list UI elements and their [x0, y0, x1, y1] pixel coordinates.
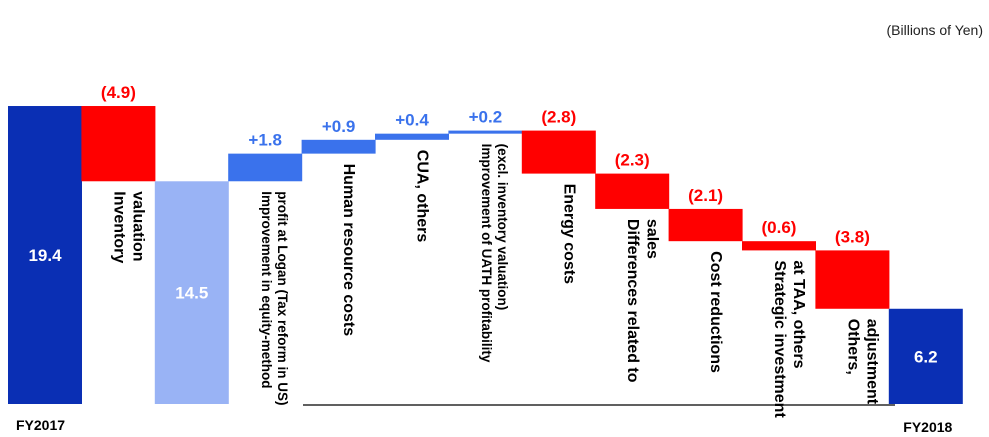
category-label-step-2: Improvement in equity-method: [259, 191, 274, 388]
bar-step-4: [375, 133, 449, 140]
category-label-fy2017: FY2017: [16, 417, 65, 433]
category-label-fy2018: FY2018: [903, 419, 952, 435]
value-label-step-3: +0.9: [322, 117, 356, 136]
value-label-step-4: +0.4: [395, 111, 429, 130]
bar-step-10: [815, 250, 890, 309]
value-label-step-6: (2.8): [541, 108, 576, 127]
category-label-step-5: Improvement of UATH profitability: [479, 144, 494, 363]
bar-step-2: [228, 153, 303, 182]
value-label-step-9: (0.6): [762, 218, 797, 237]
bar-fy2017: [8, 106, 82, 405]
category-label-step-2: profit at Logan (Tax reform in US): [275, 191, 290, 405]
category-label-step-5: (excl. inventory valuation): [495, 144, 510, 311]
unit-label: (Billions of Yen): [886, 22, 983, 38]
category-label-step-9: Strategic investment: [771, 260, 788, 418]
category-label-step-9: at TAA, others: [790, 260, 807, 368]
value-label-step-7: (2.3): [615, 151, 650, 170]
value-label-step-1: (4.9): [101, 83, 136, 102]
bar-step-6: [521, 130, 596, 174]
category-label-step-3: Human resource costs: [340, 164, 357, 337]
value-label-subtotal: 14.5: [175, 284, 208, 303]
category-label-step-1: Inventory: [110, 191, 127, 263]
category-label-step-6: Energy costs: [560, 184, 577, 285]
value-label-fy2018: 6.2: [914, 347, 938, 366]
bar-step-3: [301, 139, 376, 154]
bar-step-9: [742, 241, 816, 251]
bar-step-8: [668, 208, 743, 242]
category-label-step-4: CUA, others: [414, 150, 431, 243]
bar-fy2018: [888, 308, 963, 404]
category-label-step-10: adjustment: [864, 319, 881, 405]
category-label-step-10: Others,: [844, 319, 861, 375]
bar-step-1: [81, 106, 156, 182]
value-label-fy2017: 19.4: [28, 246, 62, 265]
bar-step-5: [448, 130, 523, 134]
bar-subtotal: [154, 181, 229, 404]
bar-step-7: [595, 173, 670, 209]
category-label-step-8: Cost reductions: [707, 251, 724, 373]
category-label-step-1: valuation: [130, 191, 147, 261]
category-label-step-7: Differences related to: [624, 219, 641, 383]
value-label-step-5: +0.2: [469, 108, 503, 127]
value-label-step-8: (2.1): [688, 186, 723, 205]
value-label-step-2: +1.8: [248, 131, 282, 150]
value-label-step-10: (3.8): [835, 227, 870, 246]
category-label-step-7: sales: [643, 219, 660, 259]
